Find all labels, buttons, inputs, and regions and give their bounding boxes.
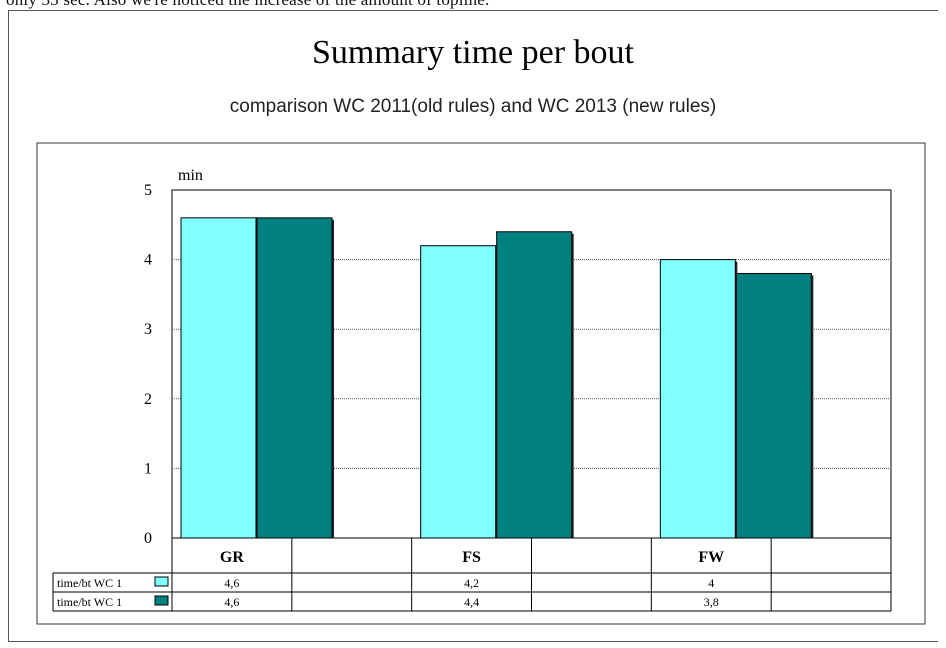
legend-entry-series-2: time/bt WC 1 [57, 595, 122, 609]
data-label: 4,6 [224, 576, 239, 590]
chart-subtitle: comparison WC 2011(old rules) and WC 201… [229, 96, 717, 117]
x-tick-label-fs: FS [462, 549, 481, 566]
x-tick-label-fw: FW [698, 549, 724, 566]
y-tick-label: 1 [144, 460, 152, 477]
bar-gr-series-1 [180, 217, 258, 539]
y-axis-label: min [178, 167, 203, 184]
data-label: 4 [708, 576, 714, 590]
data-label: 3,8 [704, 595, 719, 609]
legend-swatch [154, 576, 169, 587]
y-tick-label: 5 [144, 182, 152, 199]
bar-fs-series-1 [420, 245, 498, 539]
y-tick-label: 2 [144, 391, 152, 408]
clipped-top-text: only 33 sec. Also we're noticed the incr… [0, 0, 946, 18]
legend-swatch [154, 595, 169, 606]
legend-entry-series-1: time/bt WC 1 [57, 576, 122, 590]
bar-gr-series-2 [256, 217, 334, 539]
data-label: 4,2 [464, 576, 479, 590]
bar-fs-series-2 [496, 231, 574, 539]
bar-fw-series-2 [735, 273, 814, 539]
y-tick-label: 3 [144, 321, 152, 338]
bar-fw-series-1 [659, 259, 738, 539]
chart-frame [8, 10, 938, 642]
clipped-top-text-content: only 33 sec. Also we're noticed the incr… [6, 0, 489, 10]
y-tick-label: 0 [144, 530, 152, 547]
y-tick-label: 4 [144, 252, 152, 269]
x-tick-label-gr: GR [220, 549, 244, 566]
chart-title: Summary time per bout [311, 34, 634, 71]
data-label: 4,6 [224, 595, 239, 609]
data-label: 4,4 [464, 595, 479, 609]
